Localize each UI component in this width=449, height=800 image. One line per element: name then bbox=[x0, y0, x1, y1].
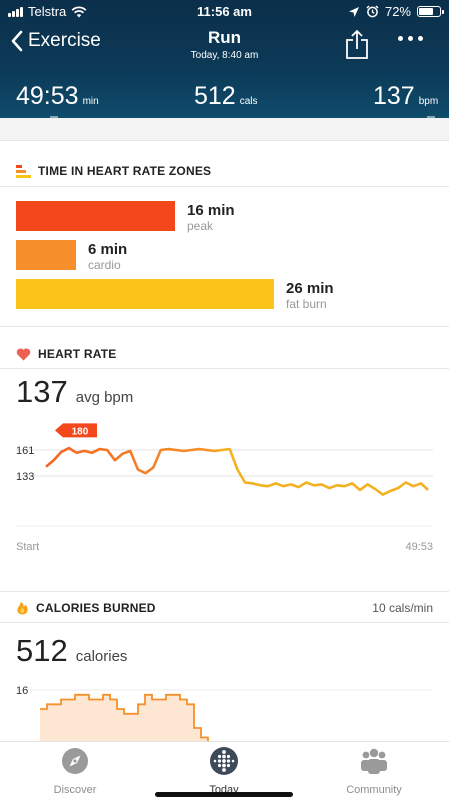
heart-rate-line bbox=[45, 446, 429, 496]
divider bbox=[0, 622, 449, 623]
avg-heart-rate-label: avg bpm bbox=[75, 389, 134, 406]
zone-bar-cardio bbox=[16, 240, 76, 270]
section-gap bbox=[0, 118, 449, 140]
carrier-label: Telstra bbox=[28, 4, 67, 19]
nav-bar: Exercise Run Today, 8:40 am bbox=[0, 26, 449, 68]
duration-unit: min bbox=[82, 96, 99, 107]
calories-stat: 512 cals bbox=[194, 82, 258, 111]
calories-title: CALORIES BURNED bbox=[36, 600, 156, 615]
zone-label-fat-burn: fat burn bbox=[286, 297, 327, 311]
peak-badge bbox=[54, 423, 97, 438]
zone-label-cardio: cardio bbox=[88, 258, 121, 272]
compass-icon bbox=[62, 748, 88, 774]
total-calories: 512 calories bbox=[16, 633, 127, 669]
y-tick-label: 161 bbox=[16, 445, 34, 457]
scroll-hint bbox=[50, 116, 58, 118]
heart-rate-unit: bpm bbox=[418, 96, 439, 107]
divider bbox=[0, 591, 449, 592]
fitbit-dot bbox=[226, 759, 231, 763]
y-tick-label: 133 bbox=[16, 471, 34, 483]
zone-bar-fat-burn bbox=[16, 279, 274, 309]
peak-badge-label: 180 bbox=[72, 426, 89, 437]
fitbit-dot bbox=[217, 754, 222, 759]
clock: 11:56 am bbox=[197, 4, 252, 19]
calories-rate: 10 cals/min bbox=[372, 601, 433, 615]
fitbit-dot bbox=[222, 763, 226, 768]
total-calories-value: 512 bbox=[16, 633, 68, 668]
heart-rate-stat: 137 bpm bbox=[373, 82, 438, 111]
calories-section-header: CALORIES BURNED bbox=[16, 600, 156, 615]
heart-rate-section-header: HEART RATE bbox=[16, 347, 116, 361]
fitbit-dot bbox=[213, 759, 217, 763]
chevron-left-icon bbox=[11, 30, 23, 52]
duration-stat: 49:53 min bbox=[16, 82, 99, 111]
calories-line bbox=[40, 693, 209, 741]
header: Telstra 11:56 am 72% bbox=[0, 0, 449, 118]
divider bbox=[0, 326, 449, 327]
divider bbox=[0, 140, 449, 141]
fitbit-dots-icon bbox=[210, 747, 238, 775]
back-button-label: Exercise bbox=[28, 30, 101, 51]
calories-chart: 16 bbox=[16, 685, 433, 741]
zones-icon bbox=[16, 164, 31, 178]
zone-value-cardio: 6 min bbox=[88, 241, 128, 258]
fitbit-dot bbox=[217, 763, 222, 768]
battery-percent: 72% bbox=[384, 4, 411, 19]
fitbit-dot bbox=[226, 754, 231, 759]
scroll-hint bbox=[427, 116, 435, 118]
x-end-label: 49:53 bbox=[405, 541, 433, 553]
y-tick-label: 16 bbox=[16, 685, 28, 697]
zone-label-peak: peak bbox=[187, 219, 214, 233]
heart-rate-title: HEART RATE bbox=[38, 347, 117, 361]
status-bar: Telstra 11:56 am 72% bbox=[0, 0, 449, 24]
people-icon bbox=[361, 748, 387, 774]
signal-icon bbox=[8, 6, 23, 17]
calories-value: 512 bbox=[194, 82, 236, 110]
divider bbox=[0, 368, 449, 369]
heart-rate-chart: 161 133 180 Start 49:53 bbox=[16, 423, 433, 553]
wifi-icon bbox=[71, 6, 87, 17]
fitbit-dot bbox=[231, 759, 235, 763]
fitbit-dot bbox=[222, 754, 226, 759]
heart-rate-value: 137 bbox=[373, 82, 415, 110]
fitbit-dot bbox=[226, 763, 231, 768]
fitbit-dot bbox=[222, 759, 226, 763]
heart-icon bbox=[16, 347, 31, 360]
fitbit-dot bbox=[222, 750, 226, 754]
alarm-icon bbox=[366, 5, 379, 18]
back-button[interactable]: Exercise bbox=[10, 30, 101, 52]
divider bbox=[0, 186, 449, 187]
zones-section-header: TIME IN HEART RATE ZONES bbox=[16, 164, 211, 178]
x-start-label: Start bbox=[16, 541, 39, 553]
zone-value-peak: 16 min bbox=[187, 202, 235, 219]
zone-value-fat-burn: 26 min bbox=[286, 280, 334, 297]
tab-community-label: Community bbox=[346, 784, 402, 796]
flame-icon bbox=[17, 602, 28, 615]
more-options-icon[interactable] bbox=[398, 36, 423, 41]
share-icon[interactable] bbox=[344, 28, 370, 60]
zone-bar-peak bbox=[16, 201, 175, 231]
tab-bar: Discover Today Community bbox=[0, 741, 449, 800]
home-indicator bbox=[155, 792, 293, 797]
avg-heart-rate: 137 avg bpm bbox=[16, 374, 133, 410]
tab-discover-label: Discover bbox=[53, 784, 97, 796]
tab-community[interactable]: Community bbox=[319, 742, 429, 800]
fitbit-dot bbox=[217, 759, 222, 763]
summary-stats: 49:53 min 512 cals 137 bpm bbox=[0, 82, 449, 112]
battery-icon bbox=[417, 6, 444, 17]
zones-title: TIME IN HEART RATE ZONES bbox=[38, 164, 212, 178]
fitbit-dot bbox=[222, 768, 226, 772]
total-calories-label: calories bbox=[75, 648, 128, 665]
calories-unit: cals bbox=[239, 96, 258, 107]
duration-value: 49:53 bbox=[16, 82, 79, 110]
location-arrow-icon bbox=[348, 6, 359, 17]
calories-area bbox=[40, 694, 208, 741]
avg-heart-rate-value: 137 bbox=[16, 374, 68, 409]
tab-discover[interactable]: Discover bbox=[20, 742, 130, 800]
